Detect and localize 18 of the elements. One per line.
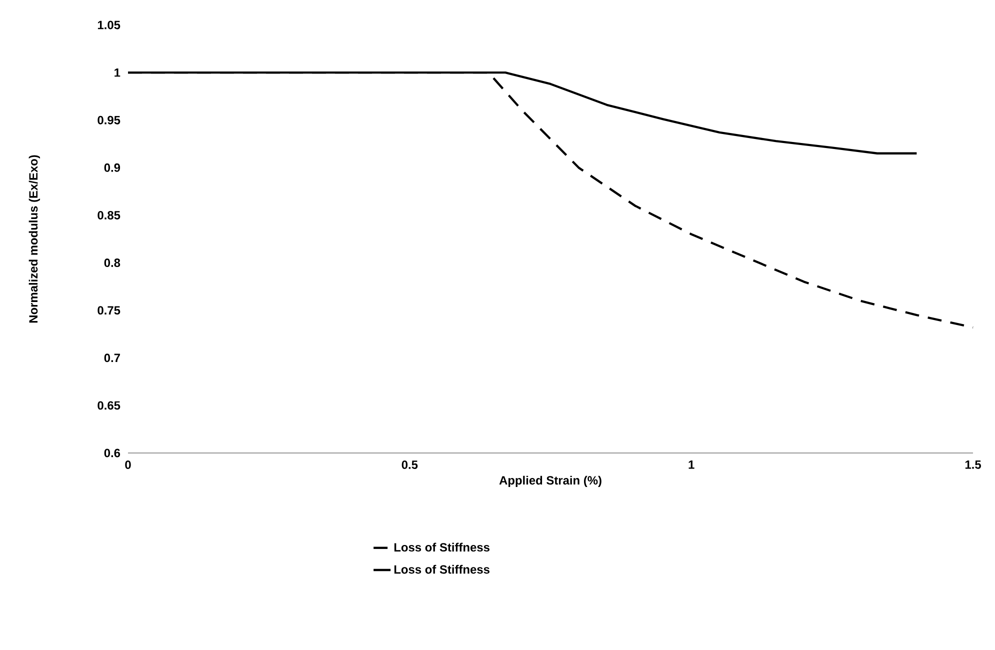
- y-tick-label: 0.6: [104, 448, 120, 458]
- legend-label: Loss of Stiffness: [394, 564, 490, 574]
- y-tick-label: 0.75: [98, 306, 120, 315]
- y-tick-label: 0.95: [98, 116, 120, 124]
- x-axis-title: Applied Strain (%): [499, 476, 602, 487]
- y-tick-label: 1: [114, 68, 120, 77]
- y-tick-label: 0.9: [104, 163, 120, 172]
- y-tick-label: 0.8: [104, 258, 120, 267]
- x-tick-label: 1.5: [965, 460, 981, 469]
- y-tick-label: 0.65: [98, 401, 120, 410]
- x-tick-label: 0.5: [402, 460, 418, 469]
- x-tick-label: 0: [125, 460, 131, 469]
- y-tick-label: 1.05: [98, 20, 120, 30]
- y-tick-label: 0.7: [104, 354, 120, 362]
- y-axis-title: Normalized modulus (Ex/Exo): [28, 155, 40, 323]
- y-tick-label: 0.85: [98, 210, 120, 220]
- x-tick-label: 1: [688, 460, 694, 469]
- legend-label: Loss of Stiffness: [394, 542, 490, 552]
